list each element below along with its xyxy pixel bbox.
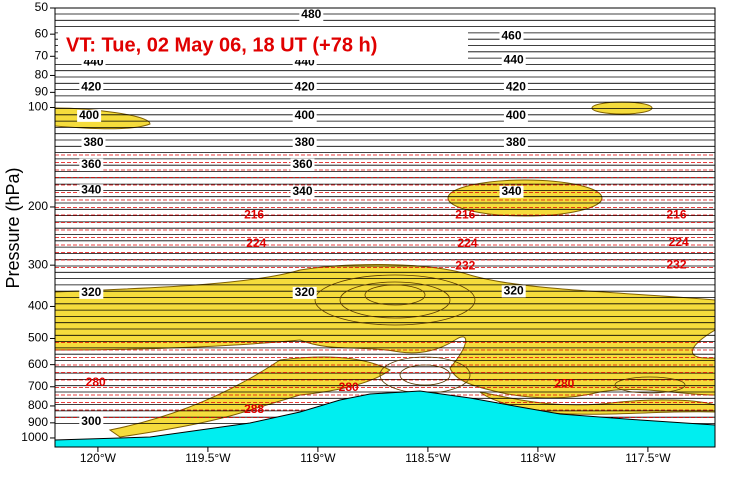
contour-label: 320 bbox=[504, 284, 524, 298]
x-tick-label: 120°W bbox=[80, 451, 117, 465]
terrain bbox=[55, 390, 715, 447]
contour-label: 340 bbox=[292, 184, 312, 198]
contour-label: 400 bbox=[79, 108, 99, 122]
x-tick-label: 119.5°W bbox=[185, 451, 231, 465]
contour-label: 216 bbox=[455, 208, 475, 222]
label-backing bbox=[79, 416, 104, 429]
label-backing bbox=[79, 184, 104, 197]
chart-title: VT: Tue, 02 May 06, 18 UT (+78 h) bbox=[66, 34, 377, 56]
contour-label: 280 bbox=[86, 375, 106, 389]
contour-label: 480 bbox=[301, 7, 321, 21]
isentropes bbox=[55, 13, 715, 424]
contour-label: 216 bbox=[666, 208, 686, 222]
label-backing bbox=[299, 9, 324, 22]
contour-label: 320 bbox=[81, 285, 101, 299]
label-backing bbox=[79, 286, 104, 299]
label-backing bbox=[501, 54, 526, 67]
contour-label: 360 bbox=[81, 157, 101, 171]
shaded-region bbox=[591, 101, 653, 115]
y-tick-label: 900 bbox=[28, 415, 48, 429]
label-backing bbox=[290, 185, 315, 198]
y-tick-label: 300 bbox=[28, 257, 48, 271]
contour-label: 340 bbox=[81, 182, 101, 196]
label-backing bbox=[79, 81, 104, 94]
contour-label: 232 bbox=[666, 257, 686, 271]
contour-label: 420 bbox=[81, 80, 101, 94]
label-backing bbox=[503, 136, 528, 149]
contour-label: 380 bbox=[506, 135, 526, 149]
x-tick-label: 118.5°W bbox=[405, 451, 451, 465]
y-tick-label: 50 bbox=[35, 0, 49, 14]
contour-label: 460 bbox=[501, 29, 521, 43]
contour-label: 380 bbox=[295, 135, 315, 149]
y-tick-label: 90 bbox=[35, 85, 49, 99]
y-tick-label: 700 bbox=[28, 379, 48, 393]
y-tick-label: 400 bbox=[28, 299, 48, 313]
title-box bbox=[58, 30, 468, 60]
contour-label: 400 bbox=[295, 108, 315, 122]
label-backing bbox=[499, 30, 524, 43]
contour-label: 360 bbox=[292, 157, 312, 171]
contour-label: 340 bbox=[501, 184, 521, 198]
label-backing bbox=[292, 109, 317, 122]
label-backing bbox=[292, 81, 317, 94]
y-tick-label: 1000 bbox=[21, 430, 48, 444]
y-tick-label: 800 bbox=[28, 398, 48, 412]
contour-label: 300 bbox=[81, 414, 101, 428]
label-backing bbox=[292, 286, 317, 299]
label-backing bbox=[503, 109, 528, 122]
contour-label: 224 bbox=[457, 236, 477, 250]
plot-frame bbox=[54, 7, 716, 448]
label-backing bbox=[81, 136, 106, 149]
contour-label: 280 bbox=[554, 376, 574, 390]
label-backing bbox=[292, 56, 317, 69]
contour-label: 280 bbox=[339, 380, 359, 394]
label-backing bbox=[79, 158, 104, 171]
contour-label: 224 bbox=[246, 236, 266, 250]
y-tick-label: 200 bbox=[28, 199, 48, 213]
label-backing bbox=[503, 81, 528, 94]
y-tick-label: 70 bbox=[35, 48, 49, 62]
label-backing bbox=[292, 136, 317, 149]
label-backing bbox=[77, 109, 102, 122]
x-tick-label: 119°W bbox=[300, 451, 336, 465]
label-backing bbox=[290, 158, 315, 171]
contour-label: 216 bbox=[244, 208, 264, 222]
contour-label: 320 bbox=[295, 285, 315, 299]
y-axis-label: Pressure (hPa) bbox=[3, 167, 23, 288]
field-layer bbox=[55, 8, 715, 447]
contour-label: 440 bbox=[504, 53, 524, 67]
label-backing bbox=[81, 56, 106, 69]
contour-label: 420 bbox=[295, 80, 315, 94]
contour-label: 380 bbox=[83, 135, 103, 149]
label-backing bbox=[499, 185, 524, 198]
contour-label: 224 bbox=[669, 235, 689, 249]
y-tick-label: 500 bbox=[28, 331, 48, 345]
y-tick-label: 80 bbox=[35, 68, 49, 82]
contour-label: 400 bbox=[506, 108, 526, 122]
label-backing bbox=[501, 285, 526, 298]
y-tick-label: 600 bbox=[28, 357, 48, 371]
contour-label: 420 bbox=[506, 80, 526, 94]
contour-label: 288 bbox=[244, 402, 264, 416]
x-tick-label: 118°W bbox=[520, 451, 556, 465]
x-tick-label: 117.5°W bbox=[625, 451, 671, 465]
y-tick-label: 100 bbox=[28, 100, 48, 114]
y-tick-label: 60 bbox=[35, 26, 49, 40]
contour-label: 232 bbox=[455, 258, 475, 272]
